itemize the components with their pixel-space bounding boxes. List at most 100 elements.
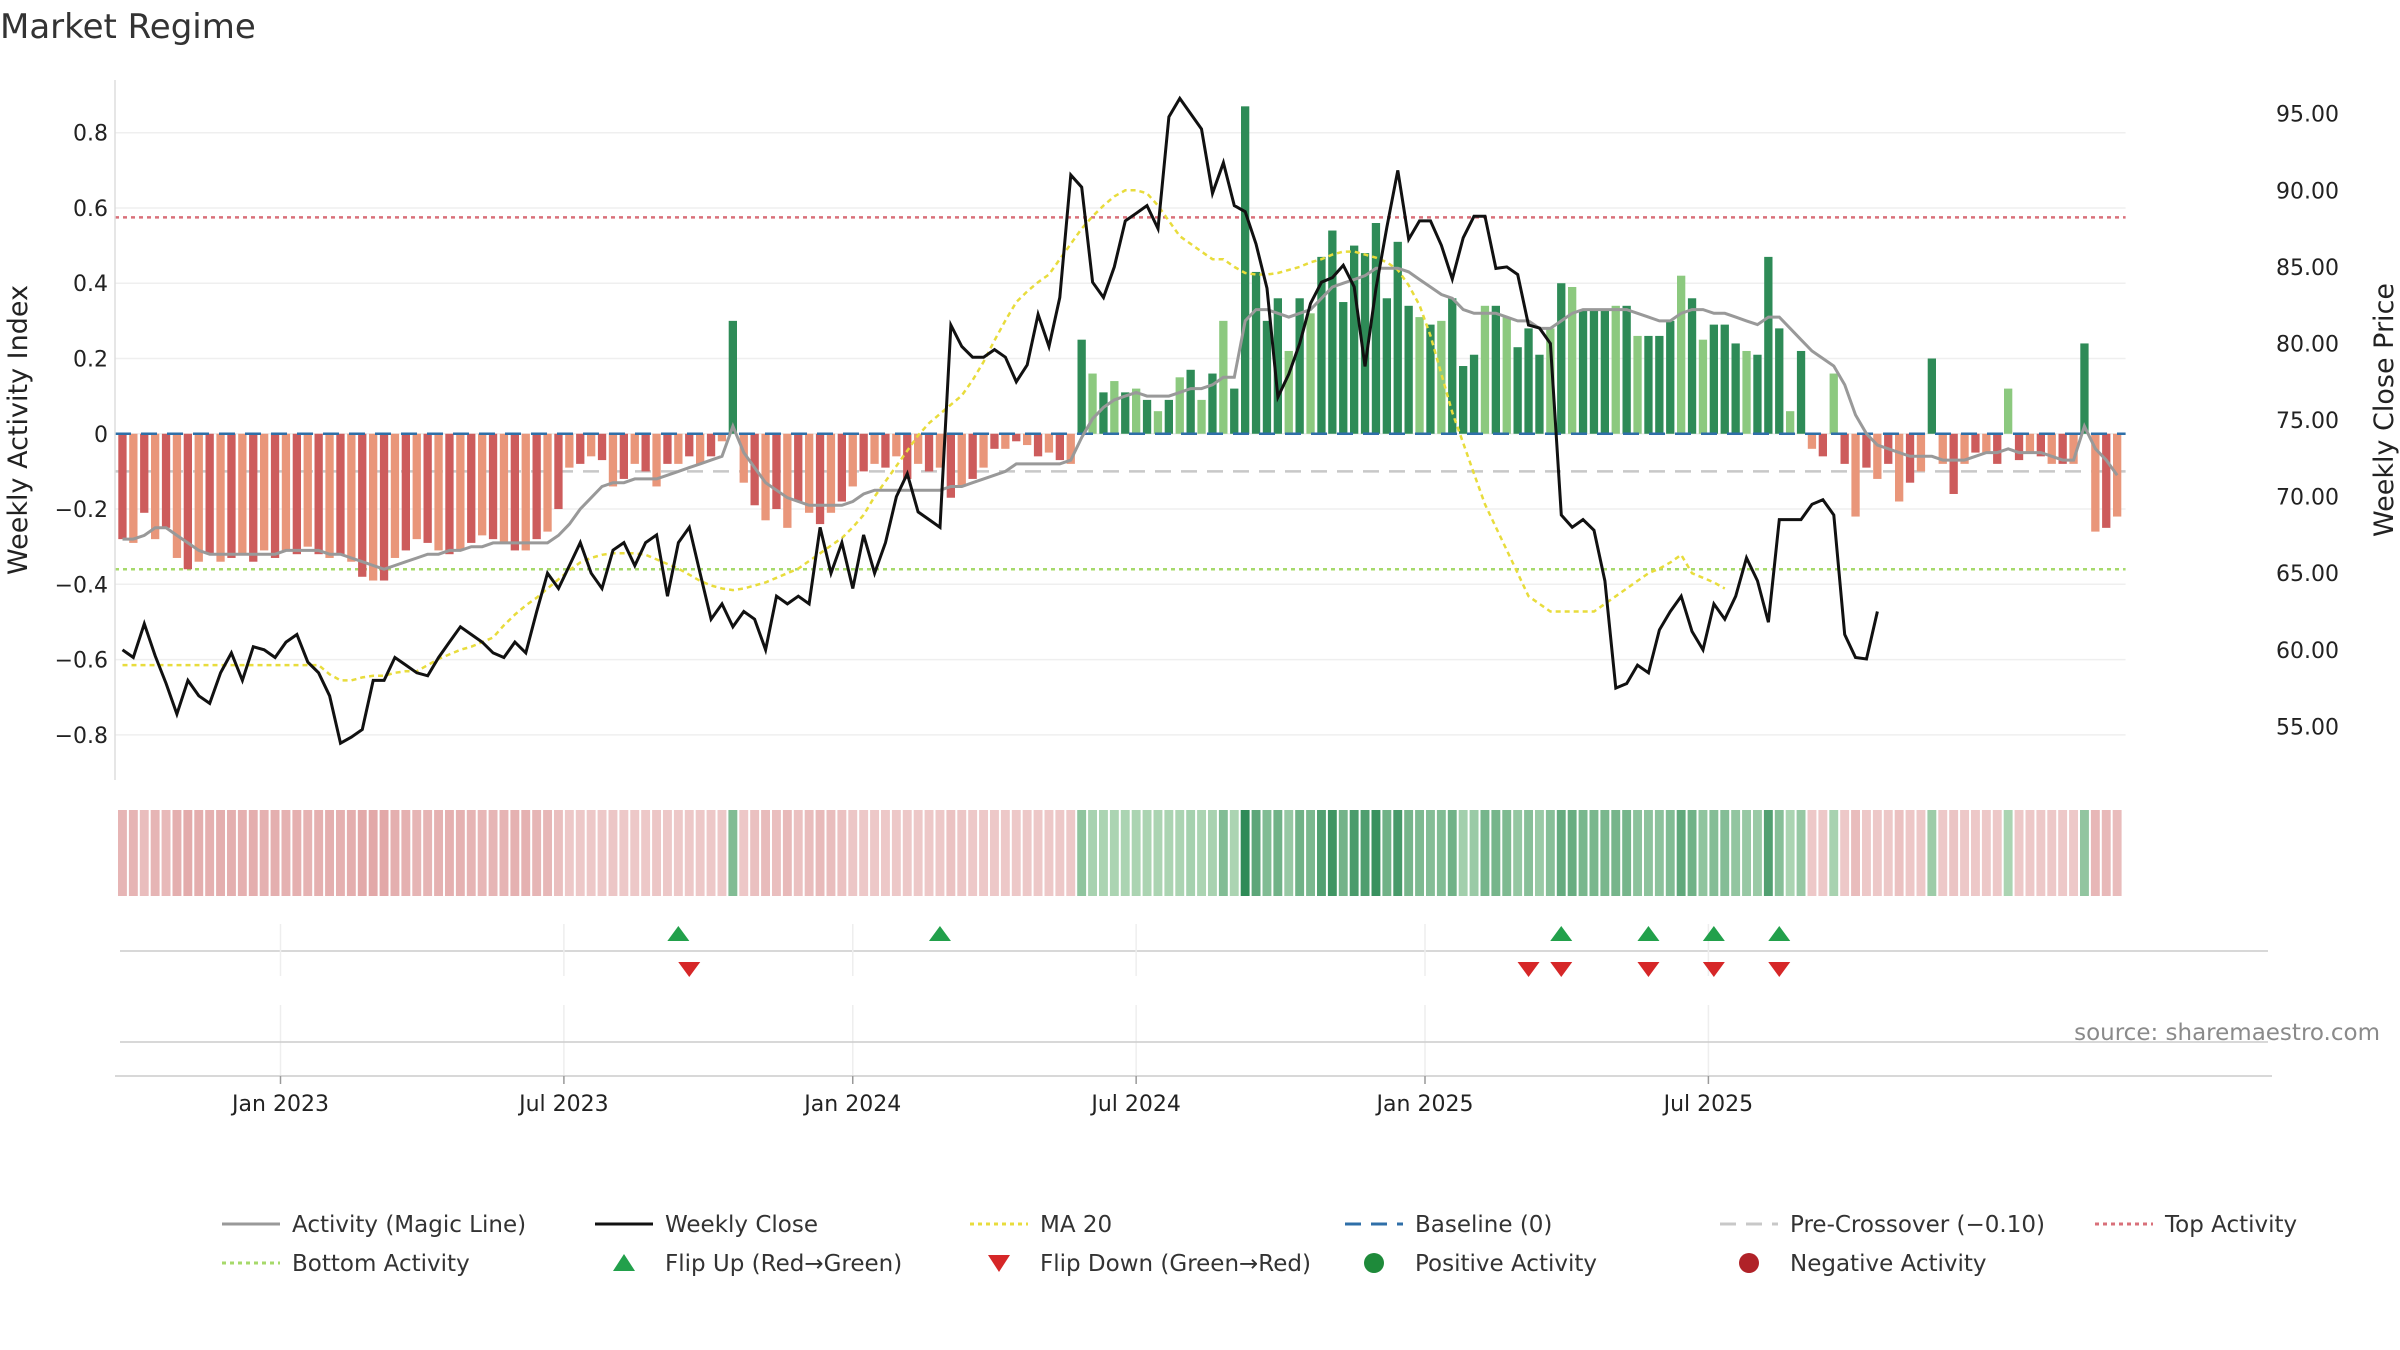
left-tick-label: 0.4 bbox=[73, 272, 108, 297]
regime-cell bbox=[150, 810, 160, 896]
regime-cell bbox=[2025, 810, 2035, 896]
legend-label: Baseline (0) bbox=[1415, 1212, 1552, 1238]
activity-bar bbox=[1622, 305, 1631, 434]
regime-cell bbox=[466, 810, 476, 896]
regime-cell bbox=[2036, 810, 2046, 896]
legend-label: Negative Activity bbox=[1790, 1251, 1987, 1277]
regime-cell bbox=[1709, 810, 1719, 896]
left-tick-label: 0.6 bbox=[73, 197, 108, 222]
regime-strip bbox=[118, 810, 2122, 896]
regime-cell bbox=[390, 810, 400, 896]
magic-line bbox=[122, 266, 2119, 571]
regime-cell bbox=[957, 810, 967, 896]
activity-bar bbox=[1142, 399, 1152, 434]
activity-bar bbox=[1927, 358, 1936, 434]
activity-bar bbox=[216, 433, 225, 562]
regime-cell bbox=[564, 810, 574, 896]
regime-cell bbox=[1742, 810, 1751, 896]
activity-bar bbox=[478, 433, 487, 536]
regime-cell bbox=[1469, 810, 1479, 896]
legend-item: Baseline (0) bbox=[1345, 1212, 1552, 1238]
regime-cell bbox=[804, 810, 814, 896]
activity-bar bbox=[1502, 317, 1511, 434]
regime-cell bbox=[1371, 810, 1381, 896]
activity-bar bbox=[1241, 106, 1250, 434]
activity-bar bbox=[1786, 411, 1795, 434]
legend-item: Flip Down (Green→Red) bbox=[988, 1251, 1311, 1277]
regime-cell bbox=[423, 810, 433, 896]
activity-bar bbox=[1807, 433, 1817, 449]
activity-bar bbox=[783, 433, 792, 528]
activity-bar bbox=[1415, 317, 1424, 434]
regime-cell bbox=[281, 810, 291, 896]
regime-cell bbox=[1055, 810, 1065, 896]
left-tick-label: −0.2 bbox=[55, 498, 108, 523]
regime-cell bbox=[1763, 810, 1773, 896]
regime-cell bbox=[1567, 810, 1577, 896]
activity-bar bbox=[499, 433, 509, 543]
activity-bar bbox=[118, 433, 127, 540]
regime-cell bbox=[1949, 810, 1959, 896]
x-tick-label: Jan 2023 bbox=[230, 1092, 329, 1117]
regime-cell bbox=[979, 810, 988, 896]
regime-cell bbox=[1589, 810, 1599, 896]
regime-cell bbox=[248, 810, 258, 896]
flip-up-marker bbox=[1637, 926, 1660, 941]
regime-cell bbox=[1818, 810, 1828, 896]
regime-cell bbox=[663, 810, 672, 896]
activity-bar bbox=[1796, 350, 1806, 434]
activity-bar bbox=[946, 433, 955, 498]
regime-cell bbox=[1676, 810, 1686, 896]
activity-bar bbox=[1938, 433, 1947, 464]
activity-bar bbox=[1557, 283, 1566, 434]
legend-label: Flip Down (Green→Red) bbox=[1040, 1251, 1311, 1277]
regime-cell bbox=[1927, 810, 1937, 896]
activity-bar bbox=[924, 433, 934, 472]
activity-bar bbox=[1230, 388, 1239, 434]
regime-cell bbox=[815, 810, 825, 896]
regime-cell bbox=[1622, 810, 1632, 896]
activity-bar bbox=[1873, 433, 1882, 479]
activity-bar bbox=[1644, 335, 1653, 434]
activity-bar bbox=[1012, 433, 1021, 442]
regime-cell bbox=[2003, 810, 2013, 896]
activity-bar bbox=[1121, 392, 1130, 434]
activity-bar bbox=[728, 320, 737, 434]
regime-cell bbox=[194, 810, 204, 896]
regime-cell bbox=[826, 810, 836, 896]
activity-bar bbox=[1469, 354, 1479, 434]
activity-bar bbox=[2014, 433, 2024, 461]
right-tick-label: 90.00 bbox=[2276, 179, 2339, 204]
activity-bar bbox=[1382, 298, 1391, 434]
regime-cell bbox=[2047, 810, 2057, 896]
regime-cell bbox=[608, 810, 618, 896]
regime-cell bbox=[357, 810, 367, 896]
flip-down-marker bbox=[1517, 962, 1540, 977]
right-tick-label: 85.00 bbox=[2276, 256, 2339, 281]
bottom-panel bbox=[115, 1005, 2272, 1077]
legend-label: Flip Up (Red→Green) bbox=[665, 1251, 902, 1277]
source-note: source: sharemaestro.com bbox=[2074, 1020, 2380, 1046]
regime-cell bbox=[673, 810, 683, 896]
activity-bar bbox=[543, 433, 552, 532]
regime-cell bbox=[1578, 810, 1588, 896]
legend-item: Flip Up (Red→Green) bbox=[613, 1251, 902, 1277]
regime-cell bbox=[1044, 810, 1054, 896]
regime-cell bbox=[1960, 810, 1969, 896]
regime-cell bbox=[477, 810, 487, 896]
regime-cell bbox=[1654, 810, 1664, 896]
activity-bar bbox=[1001, 433, 1010, 449]
activity-bar bbox=[270, 433, 280, 558]
activity-bar bbox=[1153, 411, 1163, 434]
regime-cell bbox=[1066, 810, 1076, 896]
activity-bar bbox=[1077, 339, 1086, 434]
activity-bars bbox=[115, 106, 2126, 581]
regime-cell bbox=[1131, 810, 1141, 896]
activity-bar bbox=[1066, 433, 1075, 464]
regime-cell bbox=[139, 810, 149, 896]
activity-bar bbox=[903, 433, 912, 479]
activity-bar bbox=[1023, 433, 1032, 446]
regime-cell bbox=[1687, 810, 1697, 896]
activity-bar bbox=[1949, 433, 1958, 494]
regime-cell bbox=[575, 810, 585, 896]
